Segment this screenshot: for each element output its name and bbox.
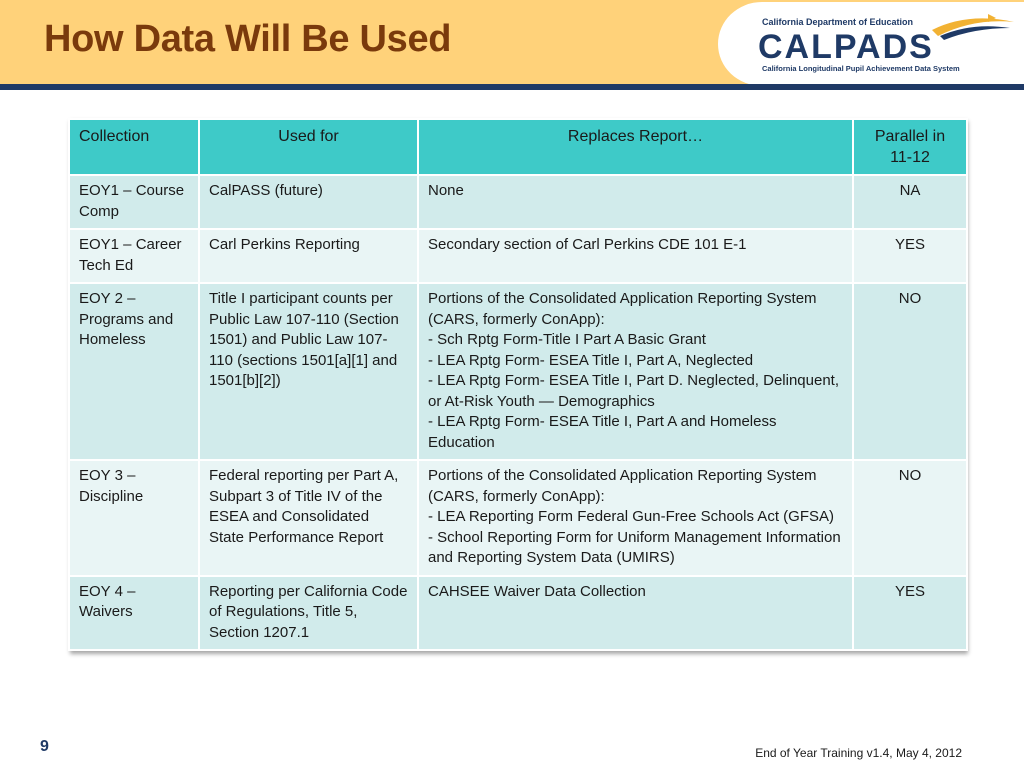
- cell-parallel: YES: [852, 574, 968, 651]
- cell-replaces: Secondary section of Carl Perkins CDE 10…: [417, 228, 854, 284]
- cell-replaces: Portions of the Consolidated Application…: [417, 282, 854, 461]
- cell-collection: EOY 4 – Waivers: [68, 574, 200, 651]
- replaces-line: CAHSEE Waiver Data Collection: [428, 582, 646, 600]
- cell-collection: EOY 3 – Discipline: [68, 459, 200, 577]
- replaces-line: - LEA Reporting Form Federal Gun-Free Sc…: [428, 508, 834, 525]
- cell-used-for: Carl Perkins Reporting: [198, 228, 419, 284]
- cell-parallel: NO: [852, 459, 968, 577]
- page-number: 9: [40, 738, 49, 755]
- header-collection: Collection: [68, 118, 200, 176]
- header-parallel: Parallel in 11-12: [852, 118, 968, 176]
- cell-replaces: None: [417, 174, 854, 230]
- slide-header: How Data Will Be Used California Departm…: [0, 0, 1024, 86]
- cell-parallel: YES: [852, 228, 968, 284]
- logo-department: California Department of Education: [762, 17, 914, 27]
- table-header-row: Collection Used for Replaces Report… Par…: [68, 118, 968, 176]
- header-used-for: Used for: [198, 118, 419, 176]
- cell-parallel: NA: [852, 174, 968, 230]
- cell-used-for: CalPASS (future): [198, 174, 419, 230]
- cell-collection: EOY1 – Career Tech Ed: [68, 228, 200, 284]
- logo-wordmark: CALPADS: [758, 28, 934, 66]
- header-replaces-report: Replaces Report…: [417, 118, 854, 176]
- header-divider-band: [0, 84, 1024, 90]
- data-usage-table: Collection Used for Replaces Report… Par…: [68, 118, 968, 651]
- table-row: EOY 3 – Discipline Federal reporting per…: [68, 459, 968, 577]
- logo-subtitle: California Longitudinal Pupil Achievemen…: [762, 64, 960, 73]
- cell-collection: EOY1 – Course Comp: [68, 174, 200, 230]
- data-usage-table-container: Collection Used for Replaces Report… Par…: [68, 118, 968, 651]
- cell-used-for: Title I participant counts per Public La…: [198, 282, 419, 461]
- replaces-line: - Sch Rptg Form-Title I Part A Basic Gra…: [428, 331, 706, 348]
- cell-parallel: NO: [852, 282, 968, 461]
- calpads-logo: California Department of Education CALPA…: [718, 2, 1024, 86]
- page-title: How Data Will Be Used: [44, 18, 452, 60]
- cell-replaces: Portions of the Consolidated Application…: [417, 459, 854, 577]
- cell-used-for: Reporting per California Code of Regulat…: [198, 574, 419, 651]
- replaces-line: None: [428, 182, 464, 199]
- cell-used-for: Federal reporting per Part A, Subpart 3 …: [198, 459, 419, 577]
- swoosh-logo-icon: [932, 14, 1014, 40]
- replaces-line: - LEA Rptg Form- ESEA Title I, Part A, N…: [428, 351, 754, 369]
- footer-note: End of Year Training v1.4, May 4, 2012: [755, 746, 962, 760]
- table-row: EOY 2 – Programs and Homeless Title I pa…: [68, 282, 968, 461]
- replaces-line: - LEA Rptg Form- ESEA Title I, Part D. N…: [428, 372, 840, 410]
- replaces-line: - School Reporting Form for Uniform Mana…: [428, 528, 841, 567]
- replaces-line: Portions of the Consolidated Application…: [428, 467, 817, 505]
- cell-replaces: CAHSEE Waiver Data Collection: [417, 574, 854, 651]
- table-row: EOY1 – Course Comp CalPASS (future) None…: [68, 174, 968, 230]
- table-row: EOY1 – Career Tech Ed Carl Perkins Repor…: [68, 228, 968, 284]
- replaces-line: - LEA Rptg Form- ESEA Title I, Part A an…: [428, 413, 777, 451]
- table-row: EOY 4 – Waivers Reporting per California…: [68, 574, 968, 651]
- cell-collection: EOY 2 – Programs and Homeless: [68, 282, 200, 461]
- replaces-line: Secondary section of Carl Perkins CDE 10…: [428, 236, 747, 253]
- replaces-line: Portions of the Consolidated Application…: [428, 290, 817, 328]
